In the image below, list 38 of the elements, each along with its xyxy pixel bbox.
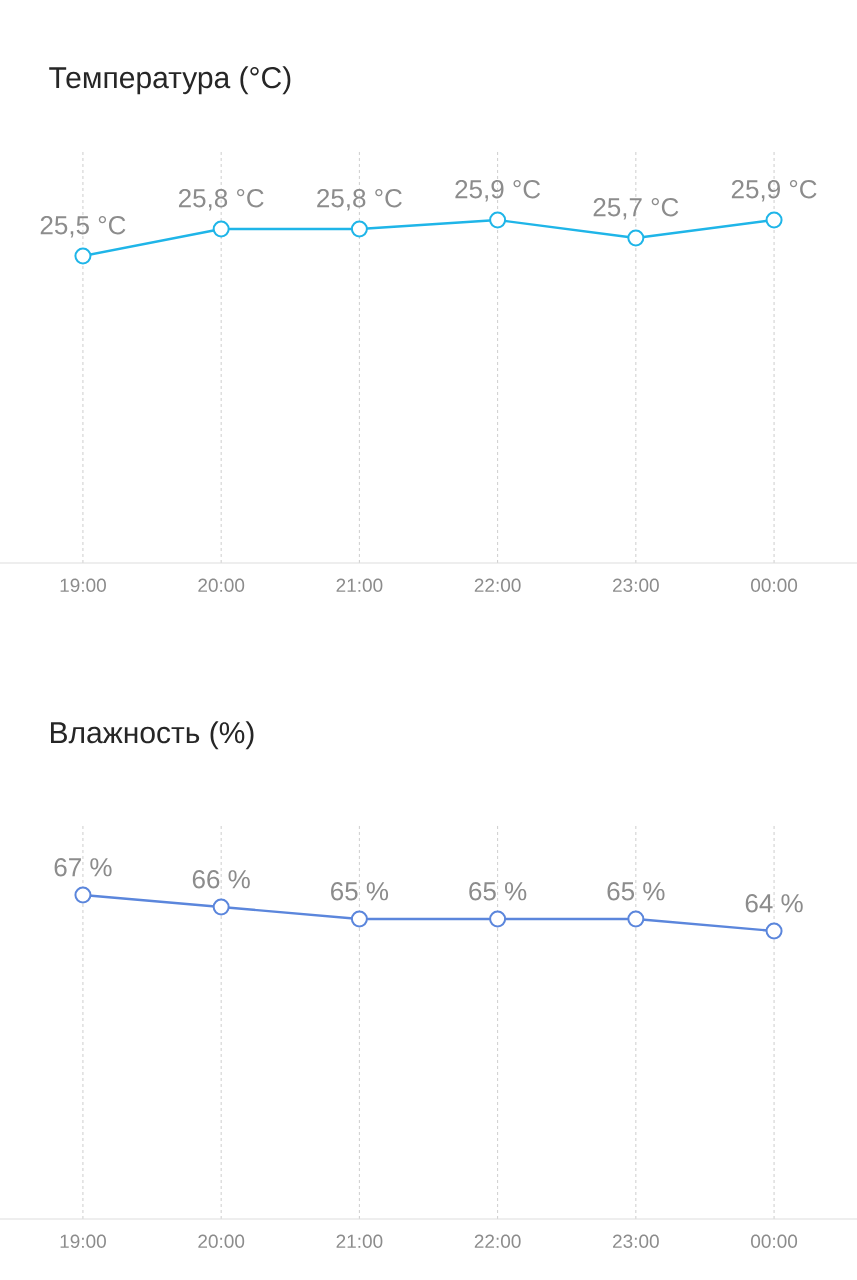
x-tick-label: 22:00 xyxy=(474,1234,521,1248)
x-tick-label: 20:00 xyxy=(198,1234,245,1248)
point xyxy=(765,922,783,940)
data-label: 67 % xyxy=(54,858,112,877)
x-tick-label: 19:00 xyxy=(60,1234,106,1248)
data-label: 65 % xyxy=(469,882,527,901)
x-tick-label: 00:00 xyxy=(751,1234,798,1248)
data-label: 25,8 °C xyxy=(317,188,402,211)
x-tick-label: 20:00 xyxy=(198,578,245,592)
data-label: 25,9 °C xyxy=(731,179,817,202)
data-label: 25,9 °C xyxy=(455,179,541,202)
data-label: 66 % xyxy=(192,870,250,889)
x-tick-label: 21:00 xyxy=(336,578,383,592)
point xyxy=(765,211,783,229)
data-label: 25,5 °C xyxy=(40,215,126,238)
x-tick-label: 22:00 xyxy=(474,578,521,592)
data-label: 65 % xyxy=(331,882,389,901)
x-tick-label: 19:00 xyxy=(60,578,106,592)
chart-title: Температура (°C) xyxy=(49,66,291,95)
point xyxy=(627,910,645,928)
x-tick-label: 23:00 xyxy=(613,1234,659,1248)
chart-title: Влажность (%) xyxy=(51,721,254,750)
x-tick-label: 21:00 xyxy=(336,1234,383,1248)
point xyxy=(74,886,92,904)
point xyxy=(74,247,92,265)
data-label: 25,7 °C xyxy=(593,197,679,220)
x-tick-label: 23:00 xyxy=(613,578,659,592)
data-label: 25,8 °C xyxy=(178,188,264,211)
point xyxy=(212,898,230,916)
data-label: 65 % xyxy=(607,882,665,901)
point xyxy=(350,910,368,928)
point xyxy=(627,229,645,247)
data-label: 64 % xyxy=(745,894,803,913)
point xyxy=(212,220,230,238)
point xyxy=(489,211,507,229)
point xyxy=(489,910,507,928)
point xyxy=(350,220,368,238)
x-tick-label: 00:00 xyxy=(751,578,798,592)
